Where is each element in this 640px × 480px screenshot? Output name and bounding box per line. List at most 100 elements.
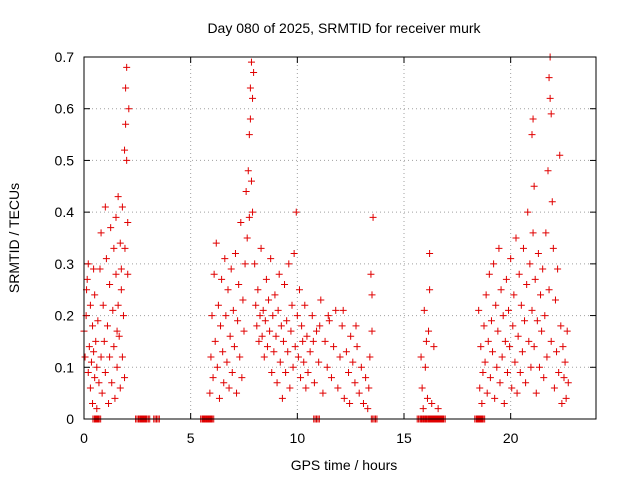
data-point — [485, 270, 493, 278]
data-point — [224, 286, 232, 294]
data-point — [524, 208, 532, 216]
data-point — [507, 255, 515, 263]
data-point — [85, 343, 93, 351]
data-point — [551, 296, 559, 304]
data-point — [510, 291, 518, 299]
data-point — [275, 270, 283, 278]
data-point — [563, 327, 571, 335]
data-point — [240, 327, 248, 335]
data-point — [243, 234, 251, 242]
data-point — [230, 343, 238, 351]
data-point — [97, 229, 105, 237]
data-point — [271, 291, 279, 299]
chart-title: Day 080 of 2025, SRMTID for receiver mur… — [207, 20, 481, 36]
data-point — [86, 384, 94, 392]
data-point — [267, 255, 275, 263]
data-point — [540, 374, 548, 382]
data-point — [225, 384, 233, 392]
data-point — [497, 286, 505, 294]
data-point — [274, 306, 282, 314]
data-point — [217, 322, 225, 330]
data-point — [422, 337, 430, 345]
data-point — [109, 306, 117, 314]
data-point — [309, 337, 317, 345]
data-point — [345, 368, 353, 376]
data-point — [426, 250, 434, 258]
data-point — [332, 306, 340, 314]
data-point — [526, 260, 534, 268]
data-point — [535, 363, 543, 371]
data-point — [514, 332, 522, 340]
data-point — [247, 177, 255, 185]
data-point — [483, 389, 491, 397]
data-point — [500, 399, 508, 407]
y-axis-label: SRMTID / TECUs — [6, 183, 22, 293]
data-point — [97, 353, 105, 361]
data-point — [269, 312, 277, 320]
data-point — [210, 270, 218, 278]
data-point — [530, 343, 538, 351]
data-point — [122, 120, 130, 128]
data-point — [506, 343, 514, 351]
data-point — [251, 260, 259, 268]
data-point — [493, 363, 501, 371]
data-point — [89, 399, 97, 407]
data-point — [262, 275, 270, 283]
data-point — [209, 374, 217, 382]
data-point — [316, 322, 324, 330]
data-point — [425, 327, 433, 335]
data-point — [284, 348, 292, 356]
data-point — [505, 306, 513, 314]
data-point — [346, 399, 354, 407]
data-point — [96, 265, 104, 273]
data-point — [93, 405, 101, 413]
data-point — [541, 312, 549, 320]
data-point — [281, 281, 289, 289]
data-point — [315, 358, 323, 366]
data-point — [114, 301, 122, 309]
data-point — [338, 322, 346, 330]
data-point — [123, 156, 131, 164]
data-point — [283, 317, 291, 325]
y-tick-label: 0.6 — [55, 101, 75, 117]
data-point — [234, 317, 242, 325]
data-point — [418, 384, 426, 392]
data-point — [351, 379, 359, 387]
data-point — [123, 63, 131, 71]
data-point — [220, 379, 228, 387]
data-point — [113, 363, 121, 371]
data-point — [367, 270, 375, 278]
data-point — [490, 260, 498, 268]
data-point — [555, 368, 563, 376]
data-point — [359, 399, 367, 407]
data-point — [557, 322, 565, 330]
data-point — [83, 275, 91, 283]
data-point — [245, 213, 253, 221]
data-point — [265, 296, 273, 304]
data-point — [498, 353, 506, 361]
data-point — [286, 384, 294, 392]
data-point — [532, 389, 540, 397]
data-point — [556, 151, 564, 159]
data-point — [118, 353, 126, 361]
data-point — [116, 239, 124, 247]
data-point — [426, 286, 434, 294]
data-point — [252, 301, 260, 309]
data-point — [486, 374, 494, 382]
data-point — [528, 306, 536, 314]
data-point — [330, 343, 338, 351]
data-point — [539, 265, 547, 273]
data-point — [245, 131, 253, 139]
data-point — [542, 229, 550, 237]
data-point — [244, 167, 252, 175]
data-point — [475, 306, 483, 314]
data-point — [545, 74, 553, 82]
data-point — [494, 327, 502, 335]
data-point — [121, 374, 129, 382]
data-point — [547, 110, 555, 118]
data-point — [545, 286, 553, 294]
data-point — [249, 208, 257, 216]
data-point — [255, 337, 263, 345]
data-point — [273, 379, 281, 387]
